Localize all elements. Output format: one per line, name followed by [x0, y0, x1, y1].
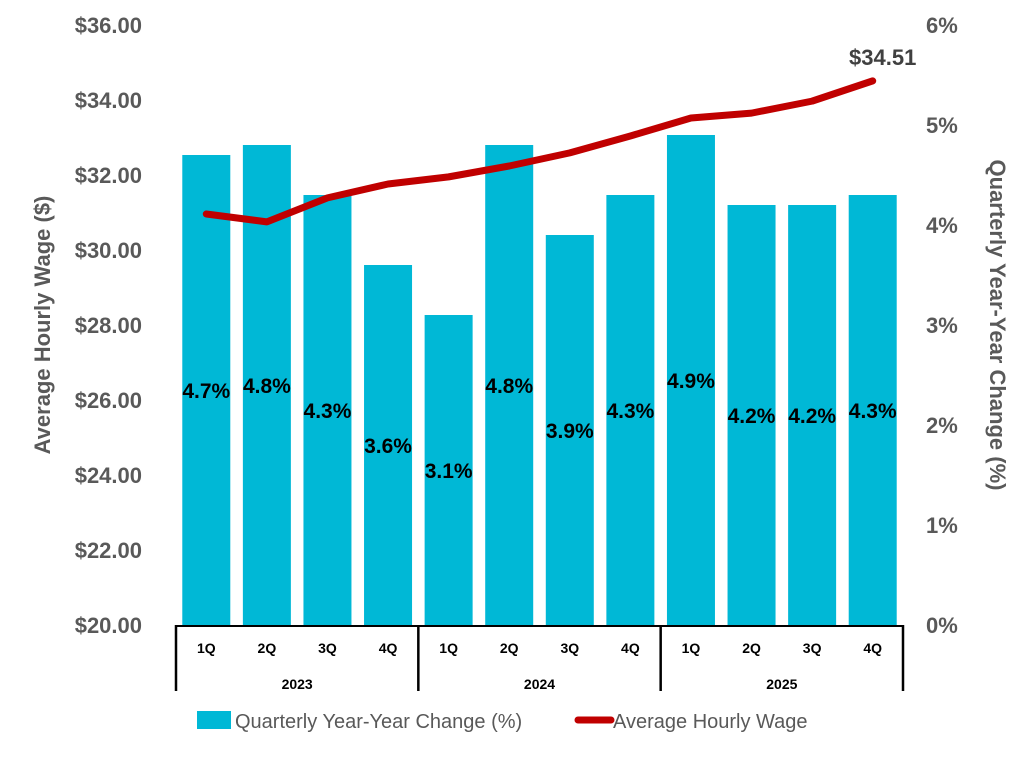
left-tick-label: $30.00 — [75, 238, 142, 263]
left-tick-label: $34.00 — [75, 88, 142, 113]
x-group-label: 2025 — [766, 676, 797, 692]
x-tick-label: 3Q — [318, 640, 337, 656]
bar-data-label: 3.6% — [364, 435, 412, 458]
left-axis-title: Average Hourly Wage ($) — [30, 196, 55, 455]
bar-data-label: 3.1% — [425, 460, 473, 483]
right-tick-label: 4% — [926, 213, 958, 238]
left-tick-label: $28.00 — [75, 313, 142, 338]
x-tick-label: 3Q — [560, 640, 579, 656]
x-tick-label: 2Q — [742, 640, 761, 656]
x-tick-label: 3Q — [803, 640, 822, 656]
x-tick-label: 1Q — [682, 640, 701, 656]
x-tick-label: 1Q — [439, 640, 458, 656]
bar-data-label: 4.3% — [606, 400, 654, 423]
x-tick-label: 1Q — [197, 640, 216, 656]
left-tick-label: $22.00 — [75, 538, 142, 563]
x-tick-label: 4Q — [379, 640, 398, 656]
right-tick-label: 3% — [926, 313, 958, 338]
right-tick-label: 2% — [926, 413, 958, 438]
wage-end-label: $34.51 — [849, 45, 916, 70]
right-axis-title: Quarterly Year-Year Change (%) — [985, 160, 1010, 491]
x-tick-label: 4Q — [863, 640, 882, 656]
bar-data-label: 4.8% — [243, 375, 291, 398]
left-axis-ticks: $20.00 $22.00 $24.00 $26.00 $28.00 $30.00 $32.… — [75, 13, 142, 638]
bar-data-label: 4.7% — [182, 380, 230, 403]
x-tick-label: 2Q — [258, 640, 277, 656]
bar-data-label: 4.2% — [788, 405, 836, 428]
left-tick-label: $26.00 — [75, 388, 142, 413]
legend-label-bar: Quarterly Year-Year Change (%) — [235, 711, 522, 733]
bar-data-label: 4.8% — [485, 375, 533, 398]
x-tick-label: 2Q — [500, 640, 519, 656]
left-tick-label: $32.00 — [75, 163, 142, 188]
right-tick-label: 0% — [926, 613, 958, 638]
bar-data-label: 4.9% — [667, 370, 715, 393]
right-tick-label: 5% — [926, 113, 958, 138]
left-tick-label: $36.00 — [75, 13, 142, 38]
right-axis-ticks: 0% 1% 2% 3% 4% 5% 6% — [926, 13, 958, 638]
bar-data-label: 4.3% — [304, 400, 352, 423]
bar-data-label: 3.9% — [546, 420, 594, 443]
legend-swatch-bar — [197, 711, 231, 729]
legend-label-line: Average Hourly Wage — [613, 711, 808, 733]
left-tick-label: $24.00 — [75, 463, 142, 488]
bar-data-label: 4.2% — [728, 405, 776, 428]
x-group-label: 2024 — [524, 676, 555, 692]
right-tick-label: 6% — [926, 13, 958, 38]
x-group-label: 2023 — [282, 676, 313, 692]
x-tick-label: 4Q — [621, 640, 640, 656]
left-tick-label: $20.00 — [75, 613, 142, 638]
right-tick-label: 1% — [926, 513, 958, 538]
x-axis: 1Q 2Q 3Q 4Q 1Q 2Q 3Q 4Q 1Q 2Q 3Q 4Q 2023 2024 2025 — [176, 625, 903, 692]
legend: Quarterly Year-Year Change (%) Average H… — [197, 711, 808, 733]
bar-data-label: 4.3% — [849, 400, 897, 423]
